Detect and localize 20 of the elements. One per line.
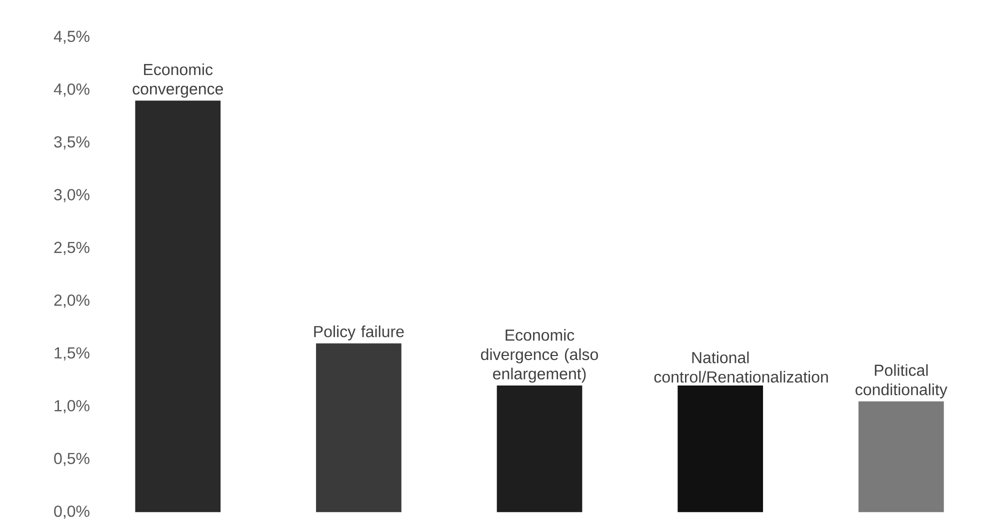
bar	[316, 343, 402, 512]
y-tick-label: 3,5%	[54, 136, 90, 150]
y-tick-label: 1,0%	[54, 400, 90, 414]
y-tick-label: 2,0%	[54, 294, 90, 308]
x-tick-label: Policy failure	[314, 326, 404, 340]
y-tick-label: 4,0%	[54, 84, 90, 97]
x-tick-label: Economic convergence	[132, 64, 223, 98]
bar	[496, 386, 582, 512]
x-tick-label: Political conditionality	[856, 364, 948, 399]
y-tick-label: 2,5%	[54, 242, 90, 256]
y-tick-label: 0,5%	[54, 452, 90, 466]
bar	[678, 386, 764, 512]
bar	[135, 100, 221, 512]
x-tick-label: National control/Renationalization	[654, 352, 828, 383]
y-tick-label: 1,5%	[54, 347, 90, 361]
x-tick-label: Economic divergence (also enlargement)	[481, 329, 598, 383]
y-tick-label: 4,5%	[54, 30, 90, 44]
y-tick-label: 3,0%	[54, 189, 90, 202]
bar	[858, 401, 944, 512]
y-tick-label: 0,0%	[54, 506, 90, 519]
